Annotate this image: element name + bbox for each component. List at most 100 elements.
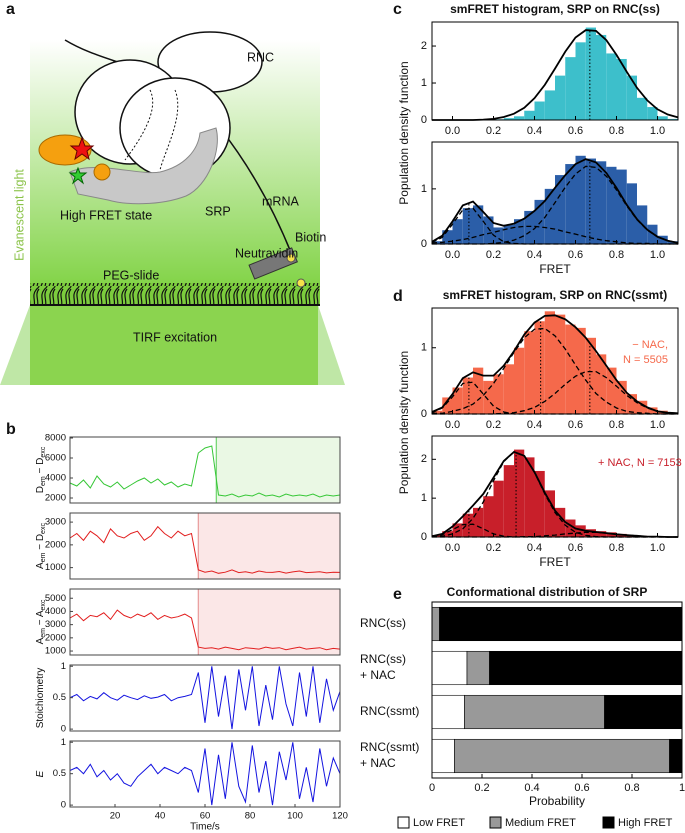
histogram-bar xyxy=(524,457,535,537)
x-tick-label: 0.6 xyxy=(574,782,589,794)
category-label: RNC(ss) xyxy=(360,616,406,630)
y-tick-label: 2000 xyxy=(45,539,66,550)
histogram-bar xyxy=(473,507,484,537)
histogram-bar xyxy=(524,210,535,244)
histogram-bar xyxy=(596,354,607,414)
x-tick-label: 0.6 xyxy=(568,542,583,554)
diagram-label: High FRET state xyxy=(60,208,152,222)
diagram-label: SRP xyxy=(205,204,231,218)
histogram-bar xyxy=(616,58,627,120)
y-tick-label: 5000 xyxy=(45,593,66,604)
category-label: RNC(ss) xyxy=(360,652,406,666)
x-tick-label: 0.8 xyxy=(609,125,624,137)
y-axis-label-part: − D xyxy=(35,458,46,477)
bar-segment xyxy=(439,606,683,642)
histogram-bar xyxy=(626,394,637,414)
histogram-bar xyxy=(524,110,535,120)
trace xyxy=(69,609,341,651)
histogram-bar xyxy=(534,199,545,244)
y-tick-label: 1 xyxy=(61,737,66,748)
chart-title: smFRET histogram, SRP on RNC(ss) xyxy=(450,2,660,16)
tirf-beam xyxy=(30,305,318,385)
x-tick-label: 120 xyxy=(332,811,348,822)
shaded-region xyxy=(215,436,341,504)
y-tick-label: 0.5 xyxy=(53,692,66,703)
ribosome-large xyxy=(119,77,231,179)
y-tick-label: 1 xyxy=(421,77,427,89)
histogram-bar xyxy=(452,523,463,537)
x-tick-label: 0.8 xyxy=(609,542,624,554)
histogram-bar xyxy=(493,227,504,244)
diagram-label: PEG-slide xyxy=(103,268,159,282)
y-axis-label: Dem − Dexc xyxy=(35,446,48,493)
x-tick-label: 0.6 xyxy=(568,249,583,261)
histogram-bar xyxy=(514,219,525,244)
shaded-region xyxy=(197,588,341,656)
y-axis-label: Population density function xyxy=(397,61,411,204)
diagram-label: TIRF excitation xyxy=(133,330,217,344)
beam-side xyxy=(318,305,345,385)
x-tick-label: 0 xyxy=(429,782,435,794)
y-tick-label: 6000 xyxy=(45,453,66,464)
histogram-bar xyxy=(616,380,627,414)
y-tick-label: 1 xyxy=(61,661,66,672)
histogram-bar xyxy=(544,311,555,414)
y-tick-label: 0 xyxy=(421,238,427,250)
legend-swatch xyxy=(602,816,615,829)
y-tick-label: 0 xyxy=(61,724,66,735)
legend-label: Medium FRET xyxy=(505,817,576,829)
x-tick-label: 0.4 xyxy=(527,249,542,261)
trace xyxy=(69,525,341,574)
histogram-bar xyxy=(575,327,586,414)
bar-segment xyxy=(431,606,440,642)
donor-star xyxy=(68,166,88,185)
y-axis-label: Stoichiometry xyxy=(35,668,46,729)
x-tick-label: 20 xyxy=(110,811,121,822)
bar-segment xyxy=(431,694,465,730)
y-axis-label: Aem − Aexc xyxy=(35,599,48,644)
y-tick-label: 0 xyxy=(421,531,427,543)
y-axis-label-part: − A xyxy=(35,610,46,628)
x-tick-label: 0.2 xyxy=(474,782,489,794)
panel-a: a RNC mRNA SRP High FRET state Biotin Ne… xyxy=(0,1,345,385)
biotin-dot xyxy=(286,253,296,263)
y-tick-label: 2000 xyxy=(45,493,66,504)
x-axis-label: Time/s xyxy=(190,822,220,833)
y-tick-label: 4000 xyxy=(45,473,66,484)
legend-swatch xyxy=(397,816,410,829)
legend-label: High FRET xyxy=(618,817,673,829)
histogram-bar xyxy=(483,496,494,537)
histogram-bar xyxy=(647,407,658,414)
y-tick-label: 1 xyxy=(421,183,427,195)
histogram-bar xyxy=(473,205,484,244)
histogram-bar xyxy=(565,519,576,537)
y-tick-label: 3000 xyxy=(45,619,66,630)
histogram-bar xyxy=(503,224,514,244)
histogram-bar xyxy=(585,337,596,414)
x-tick-label: 1.0 xyxy=(650,419,665,431)
bar-segment xyxy=(454,738,670,774)
histogram-bar xyxy=(514,347,525,414)
axes-frame xyxy=(431,141,679,245)
x-tick-label: 0.4 xyxy=(527,542,542,554)
histogram-bar xyxy=(565,324,576,414)
y-tick-label: 2 xyxy=(421,453,427,465)
nac-shape xyxy=(38,134,92,166)
histogram-bar xyxy=(534,321,545,414)
panel-label: a xyxy=(6,1,15,18)
x-tick-label: 1.0 xyxy=(650,249,665,261)
x-tick-label: 0.8 xyxy=(609,419,624,431)
x-tick-label: 100 xyxy=(287,811,303,822)
x-tick-label: 0.2 xyxy=(486,419,501,431)
histogram-bar xyxy=(575,525,586,537)
y-tick-label: 3000 xyxy=(45,517,66,528)
histogram-bar xyxy=(596,531,607,537)
histogram-bar xyxy=(585,158,596,244)
axes-frame xyxy=(431,307,679,415)
y-axis-label-part: em xyxy=(40,476,47,486)
histogram-bar xyxy=(606,53,617,121)
x-tick-label: 0.8 xyxy=(624,782,639,794)
annotation: NAC, N =6846 xyxy=(460,39,531,51)
